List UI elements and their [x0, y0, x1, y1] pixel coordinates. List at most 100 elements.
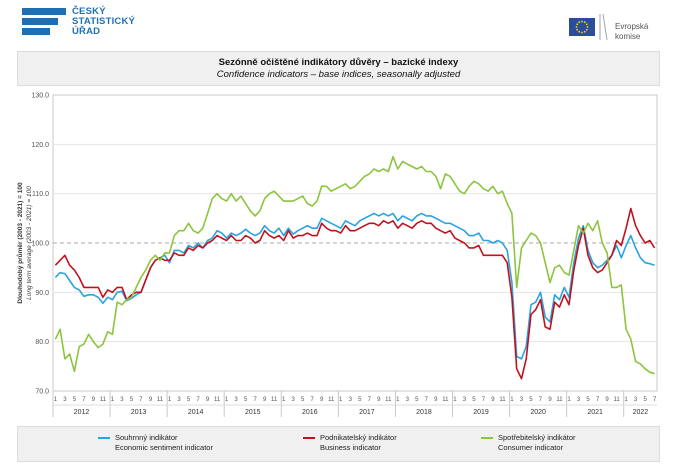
x-month-tick-label: 3	[234, 397, 238, 403]
legend-label-cz: Souhrnný indikátor	[115, 433, 178, 442]
x-month-tick-label: 5	[586, 397, 590, 403]
x-month-tick-label: 9	[548, 397, 552, 403]
y-tick-label: 130.0	[31, 93, 49, 100]
series-line	[54, 207, 656, 380]
x-month-tick-label: 7	[82, 397, 86, 403]
x-year-label: 2014	[188, 409, 204, 416]
x-month-tick-label: 7	[368, 397, 372, 403]
logo-line-2: STATISTICKÝ	[72, 15, 136, 27]
x-month-tick-label: 1	[339, 397, 343, 403]
x-month-tick-label: 11	[613, 397, 620, 403]
x-month-tick-label: 11	[157, 397, 164, 403]
x-month-tick-label: 7	[653, 397, 657, 403]
logo-bar	[22, 8, 66, 15]
x-month-tick-label: 5	[244, 397, 248, 403]
x-month-tick-label: 5	[643, 397, 647, 403]
y-tick-label: 120.0	[31, 142, 49, 149]
y-tick-label: 70.0	[35, 389, 49, 396]
chart-title-cz: Sezónně očištěné indikátory důvěry – baz…	[218, 57, 459, 68]
x-month-tick-label: 11	[556, 397, 563, 403]
x-month-tick-label: 7	[539, 397, 543, 403]
legend-swatch	[303, 437, 315, 439]
eu-stars	[575, 20, 589, 34]
eu-text-line-2: komise	[615, 31, 641, 41]
x-month-tick-label: 9	[320, 397, 324, 403]
x-month-tick-label: 7	[596, 397, 600, 403]
x-year-label: 2022	[633, 409, 649, 416]
x-month-tick-label: 1	[111, 397, 115, 403]
x-month-tick-label: 11	[499, 397, 506, 403]
x-month-tick-label: 1	[624, 397, 628, 403]
x-month-tick-label: 3	[520, 397, 524, 403]
x-month-tick-label: 11	[100, 397, 107, 403]
x-year-label: 2015	[245, 409, 261, 416]
x-month-tick-label: 9	[149, 397, 153, 403]
x-month-tick-label: 9	[377, 397, 381, 403]
legend-label-en: Economic sentiment indicator	[115, 443, 213, 452]
x-year-label: 2017	[359, 409, 375, 416]
x-month-tick-label: 9	[605, 397, 609, 403]
x-month-tick-label: 1	[396, 397, 400, 403]
czso-logo: ČESKÝ STATISTICKÝ ÚŘAD	[22, 6, 152, 46]
legend-label-en: Business indicator	[320, 443, 381, 452]
x-month-tick-label: 1	[225, 397, 229, 403]
x-month-tick-label: 11	[385, 397, 392, 403]
legend-swatch	[98, 437, 110, 439]
x-month-tick-label: 1	[453, 397, 457, 403]
x-month-tick-label: 5	[73, 397, 77, 403]
y-tick-label: 100.0	[31, 241, 49, 248]
x-month-tick-label: 9	[491, 397, 495, 403]
x-month-tick-label: 5	[187, 397, 191, 403]
chart-canvas: 70.0 80.0 90.0 100.0 110.0 120.0 130.0 Dlouhodo…	[16, 93, 658, 417]
x-month-tick-label: 11	[214, 397, 221, 403]
x-month-tick-label: 11	[442, 397, 449, 403]
x-year-label: 2021	[587, 409, 603, 416]
x-month-tick-label: 5	[472, 397, 476, 403]
eu-logo-text: Evropská komise	[615, 22, 648, 41]
x-month-tick-label: 3	[292, 397, 296, 403]
x-month-tick-label: 1	[54, 397, 58, 403]
logo-line-3: ÚŘAD	[72, 25, 101, 37]
x-month-tick-label: 5	[415, 397, 419, 403]
x-month-tick-label: 1	[168, 397, 172, 403]
x-month-tick-label: 7	[311, 397, 315, 403]
logo-bar	[22, 18, 58, 25]
y-tick-label: 80.0	[35, 339, 49, 346]
logo-line-1: ČESKÝ	[72, 6, 106, 17]
legend-label-cz: Spotřebitelský indikátor	[498, 433, 576, 442]
legend: Souhrnný indikátor Economic sentiment in…	[17, 426, 660, 462]
series-line	[54, 155, 655, 375]
x-month-tick-label: 3	[406, 397, 410, 403]
y-axis-title: Dlouhodobý průměr (2003 - 2021) = 100	[16, 182, 24, 304]
x-year-label: 2012	[74, 409, 90, 416]
x-month-tick-label: 7	[482, 397, 486, 403]
eu-commission-logo: Evropská komise	[565, 12, 665, 41]
x-month-tick-label: 7	[253, 397, 257, 403]
x-month-tick-label: 3	[463, 397, 467, 403]
x-month-tick-label: 7	[425, 397, 429, 403]
x-month-tick-label: 3	[63, 397, 67, 403]
x-month-tick-label: 5	[130, 397, 134, 403]
x-month-tick-label: 11	[328, 397, 335, 403]
x-month-tick-label: 9	[434, 397, 438, 403]
legend-label-cz: Podnikatelský indikátor	[320, 433, 397, 442]
x-month-tick-label: 5	[529, 397, 533, 403]
x-month-tick-label: 5	[301, 397, 305, 403]
legend-label-en: Consumer indicator	[498, 443, 564, 452]
y-axis-subtitle: Long term average (2003 - 2021) = 100	[26, 186, 33, 300]
x-month-tick-label: 7	[196, 397, 200, 403]
x-month-tick-label: 1	[510, 397, 514, 403]
x-month-tick-label: 3	[577, 397, 581, 403]
x-month-tick-label: 9	[263, 397, 267, 403]
x-year-label: 2016	[302, 409, 318, 416]
x-year-label: 2019	[473, 409, 489, 416]
x-month-tick-label: 11	[271, 397, 278, 403]
chart-title-en: Confidence indicators – base indices, se…	[216, 69, 461, 80]
x-month-tick-label: 7	[139, 397, 143, 403]
y-tick-label: 90.0	[35, 290, 49, 297]
x-month-tick-label: 3	[634, 397, 638, 403]
y-tick-label: 110.0	[32, 191, 49, 198]
x-month-tick-label: 3	[177, 397, 181, 403]
eu-flag-icon	[569, 18, 595, 36]
x-year-label: 2013	[131, 409, 147, 416]
